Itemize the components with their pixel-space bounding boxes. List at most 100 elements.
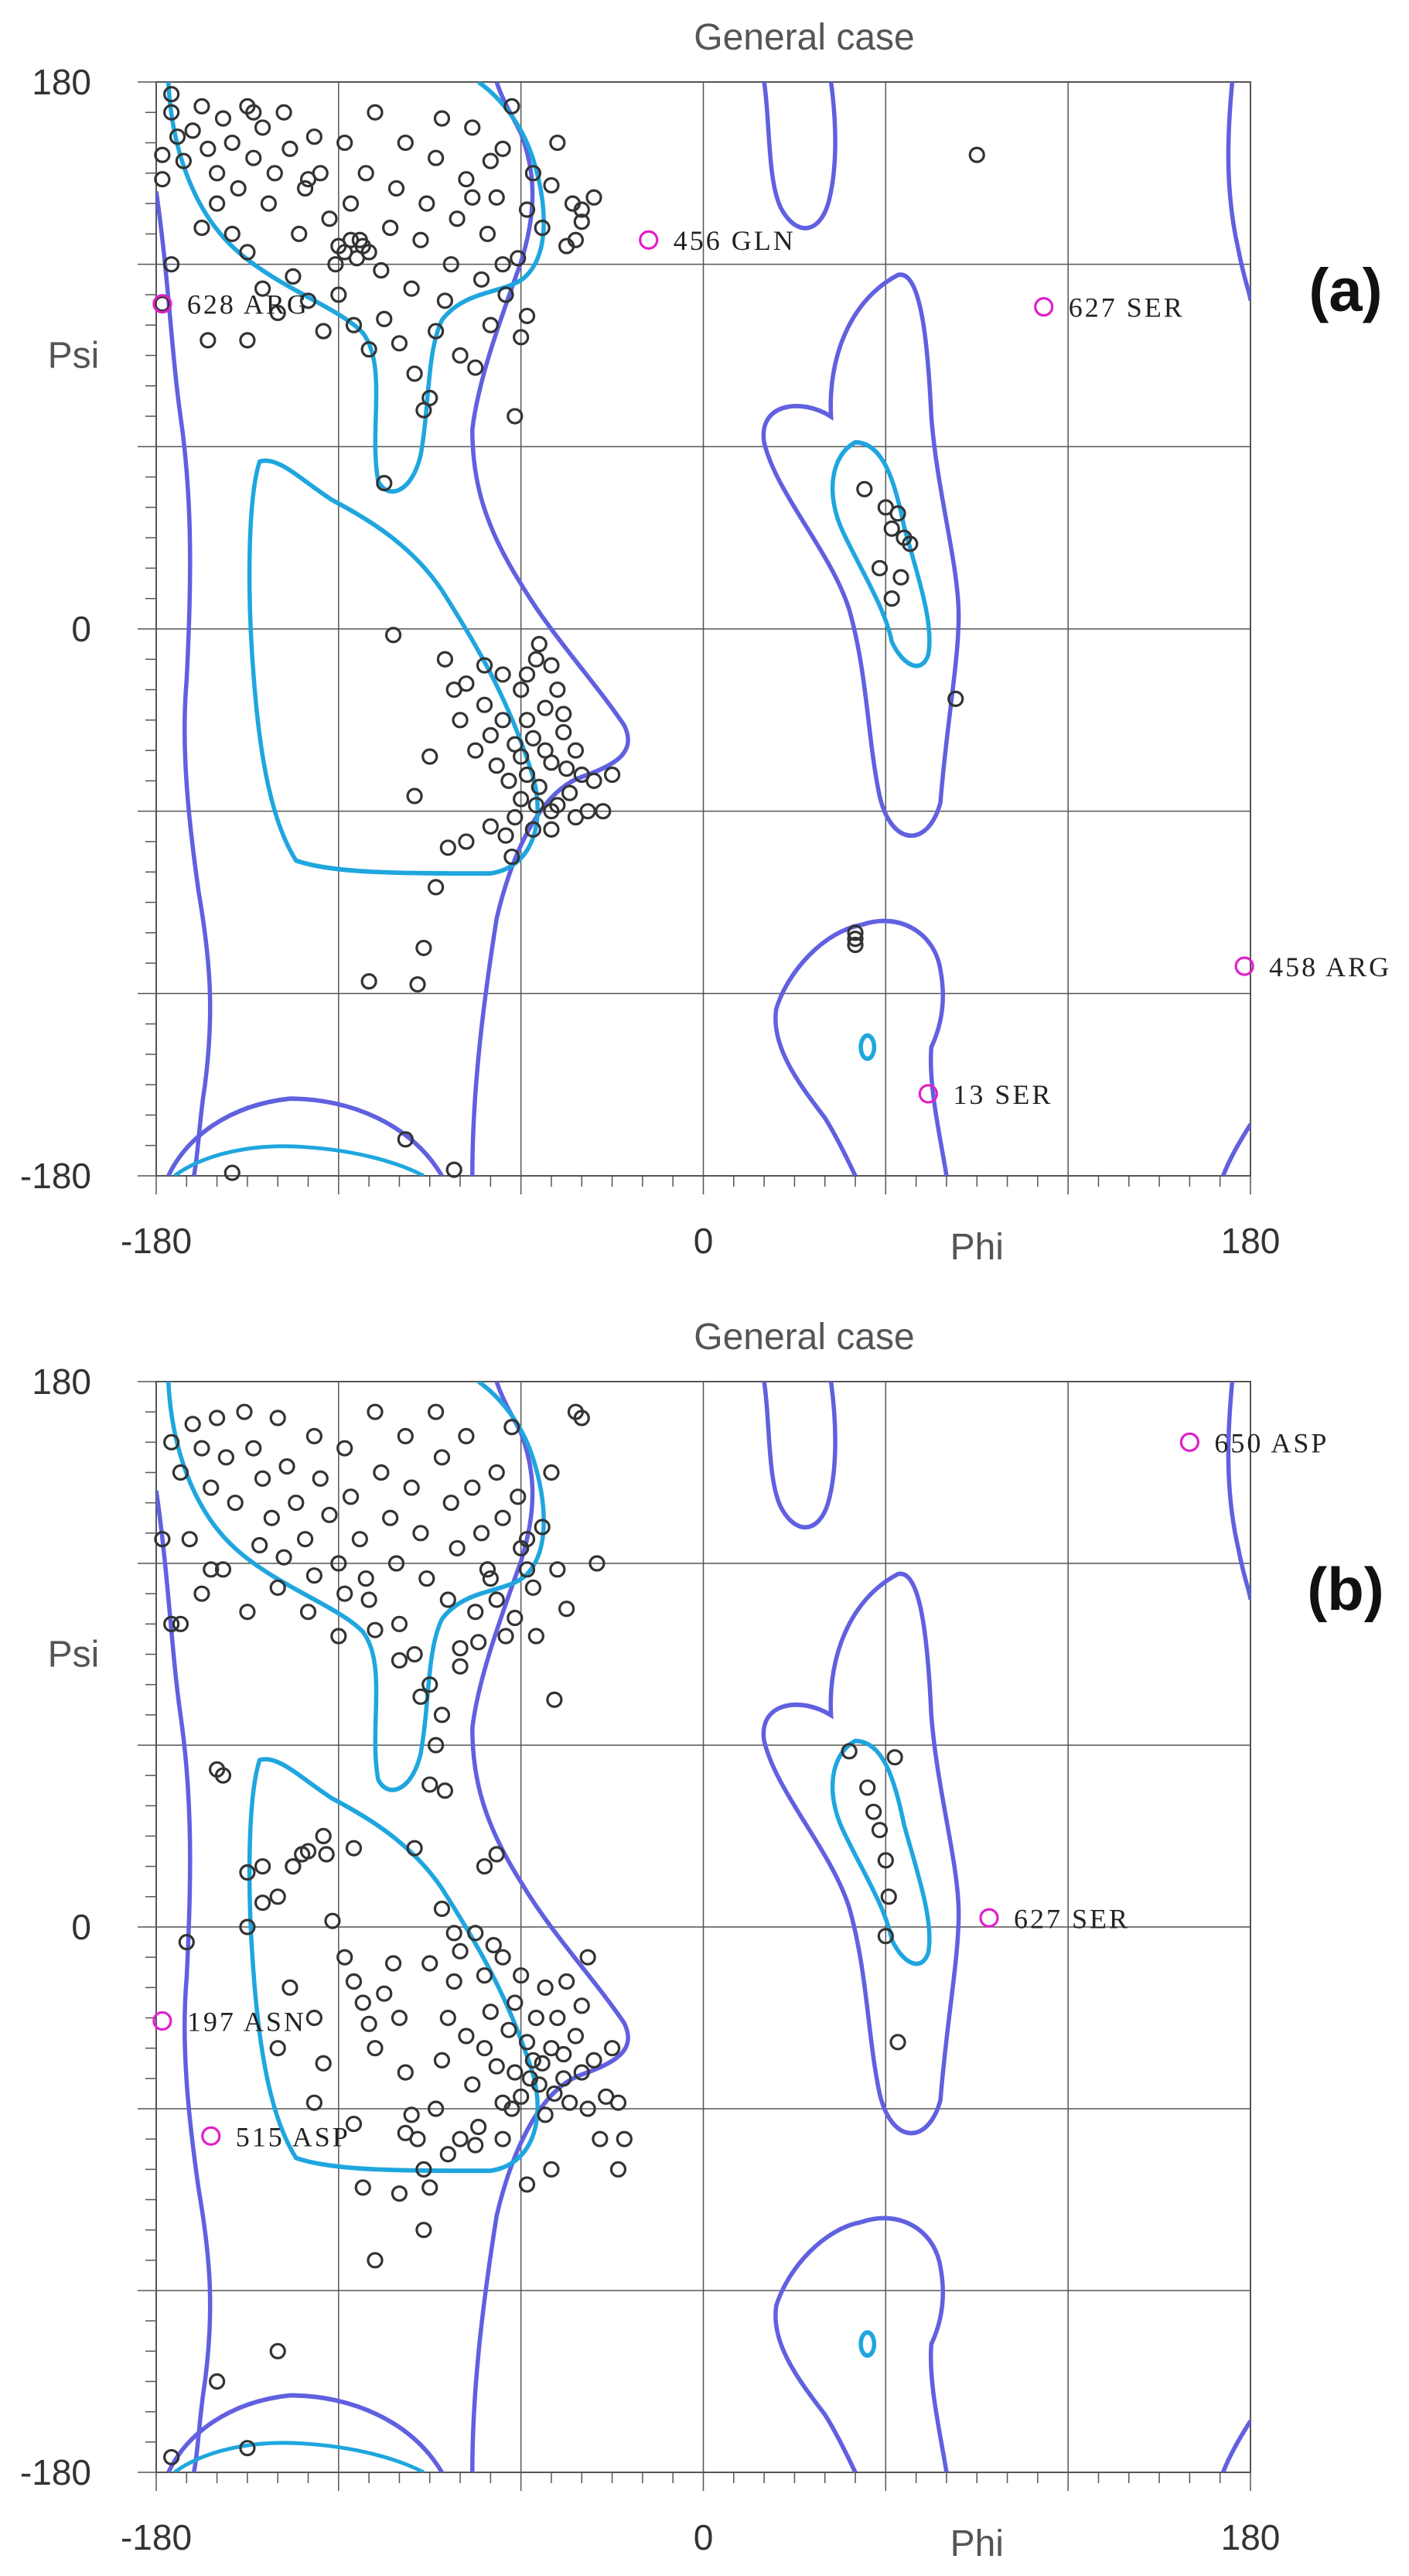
residue-point — [521, 2070, 539, 2087]
residue-point — [482, 2004, 499, 2021]
residue-point — [507, 2064, 524, 2081]
residue-point — [439, 1591, 456, 1608]
residue-point — [163, 2448, 180, 2466]
residue-point — [889, 2034, 906, 2051]
residue-point — [275, 104, 292, 121]
residue-point — [254, 1858, 271, 1875]
residue-point — [391, 1615, 408, 1632]
residue-point — [285, 268, 302, 285]
residue-point — [193, 97, 210, 115]
residue-point — [367, 2040, 384, 2057]
residue-point — [488, 2058, 505, 2075]
residue-point — [269, 2040, 286, 2057]
residue-point — [524, 821, 541, 838]
residue-point — [251, 1536, 268, 1554]
residue-point — [376, 1985, 393, 2002]
residue-point — [518, 307, 536, 325]
x-tick-label: -180 — [121, 2517, 192, 2557]
residue-point — [239, 2440, 256, 2457]
residue-point — [239, 332, 256, 349]
residue-point — [567, 742, 585, 759]
residue-point — [214, 1767, 232, 1784]
residue-point — [285, 1858, 302, 1875]
residue-point — [603, 2040, 621, 2057]
residue-point — [531, 636, 548, 653]
residue-point — [518, 712, 536, 729]
residue-point — [336, 1585, 353, 1602]
residue-point — [543, 803, 560, 820]
outlier-label: 515 ASP — [236, 2121, 350, 2152]
outlier-point — [1034, 297, 1054, 317]
residue-point — [428, 149, 445, 166]
residue-point — [445, 1161, 462, 1178]
residue-point — [543, 754, 560, 771]
residue-point — [254, 119, 271, 136]
residue-point — [507, 408, 524, 425]
residue-point — [452, 2130, 469, 2147]
residue-point — [609, 2094, 627, 2111]
residue-point — [217, 1449, 235, 1466]
residue-point — [449, 210, 466, 227]
residue-point — [387, 1555, 405, 1572]
residue-point — [330, 1628, 347, 1645]
residue-point — [947, 690, 964, 707]
residue-point — [573, 2064, 590, 2081]
outlier-residues: 650 ASP 627 SER 197 ASN 515 ASP — [152, 1427, 1326, 2152]
residue-point — [305, 2009, 322, 2027]
x-tick-label: 180 — [1221, 2517, 1281, 2557]
residue-point — [513, 791, 530, 808]
residue-point — [847, 924, 864, 941]
residue-point — [269, 304, 286, 322]
residue-point — [269, 2342, 286, 2359]
residue-point — [527, 797, 544, 814]
residue-point — [315, 1827, 332, 1845]
residue-points — [154, 86, 985, 1181]
residue-point — [883, 590, 900, 607]
residue-point — [494, 2130, 511, 2147]
x-axis-label: Phi — [950, 1227, 1004, 1268]
residue-point — [436, 651, 454, 668]
y-tick-label: 180 — [32, 62, 91, 102]
residue-point — [442, 1495, 459, 1512]
residue-point — [230, 179, 247, 197]
y-axis-label: Psi — [48, 336, 100, 377]
residue-point — [412, 1525, 429, 1542]
residue-points — [154, 1403, 906, 2466]
residue-point — [467, 359, 484, 376]
residue-point — [464, 189, 481, 206]
residue-point — [203, 1479, 220, 1496]
residue-point — [494, 140, 511, 158]
residue-point — [558, 760, 575, 777]
residue-point — [345, 1840, 363, 1857]
residue-point — [354, 2179, 371, 2196]
residue-point — [549, 1561, 566, 1578]
y-axis-label: Psi — [48, 1635, 100, 1676]
residue-point — [415, 401, 432, 419]
residue-point — [573, 214, 590, 231]
residue-point — [418, 195, 435, 212]
residue-point — [585, 772, 602, 789]
residue-point — [513, 1967, 530, 1984]
residue-point — [518, 2034, 536, 2051]
residue-point — [458, 1427, 475, 1445]
residue-point — [391, 2009, 408, 2027]
outlier-point — [152, 2011, 172, 2031]
residue-point — [518, 2176, 536, 2193]
residue-point — [609, 2161, 627, 2178]
residue-point — [391, 335, 408, 352]
residue-point — [239, 244, 256, 261]
residue-point — [567, 808, 585, 826]
residue-point — [436, 1782, 454, 1799]
residue-point — [291, 225, 308, 242]
residue-point — [579, 2100, 596, 2117]
residue-point — [324, 1912, 341, 1929]
residue-point — [567, 231, 585, 248]
residue-point — [555, 2045, 572, 2063]
residue-point — [336, 1949, 353, 1966]
residue-point — [439, 839, 456, 856]
residue-point — [513, 748, 530, 765]
residue-point — [527, 651, 544, 668]
residue-point — [510, 250, 527, 267]
residue-point — [856, 480, 873, 497]
residue-point — [543, 821, 560, 838]
